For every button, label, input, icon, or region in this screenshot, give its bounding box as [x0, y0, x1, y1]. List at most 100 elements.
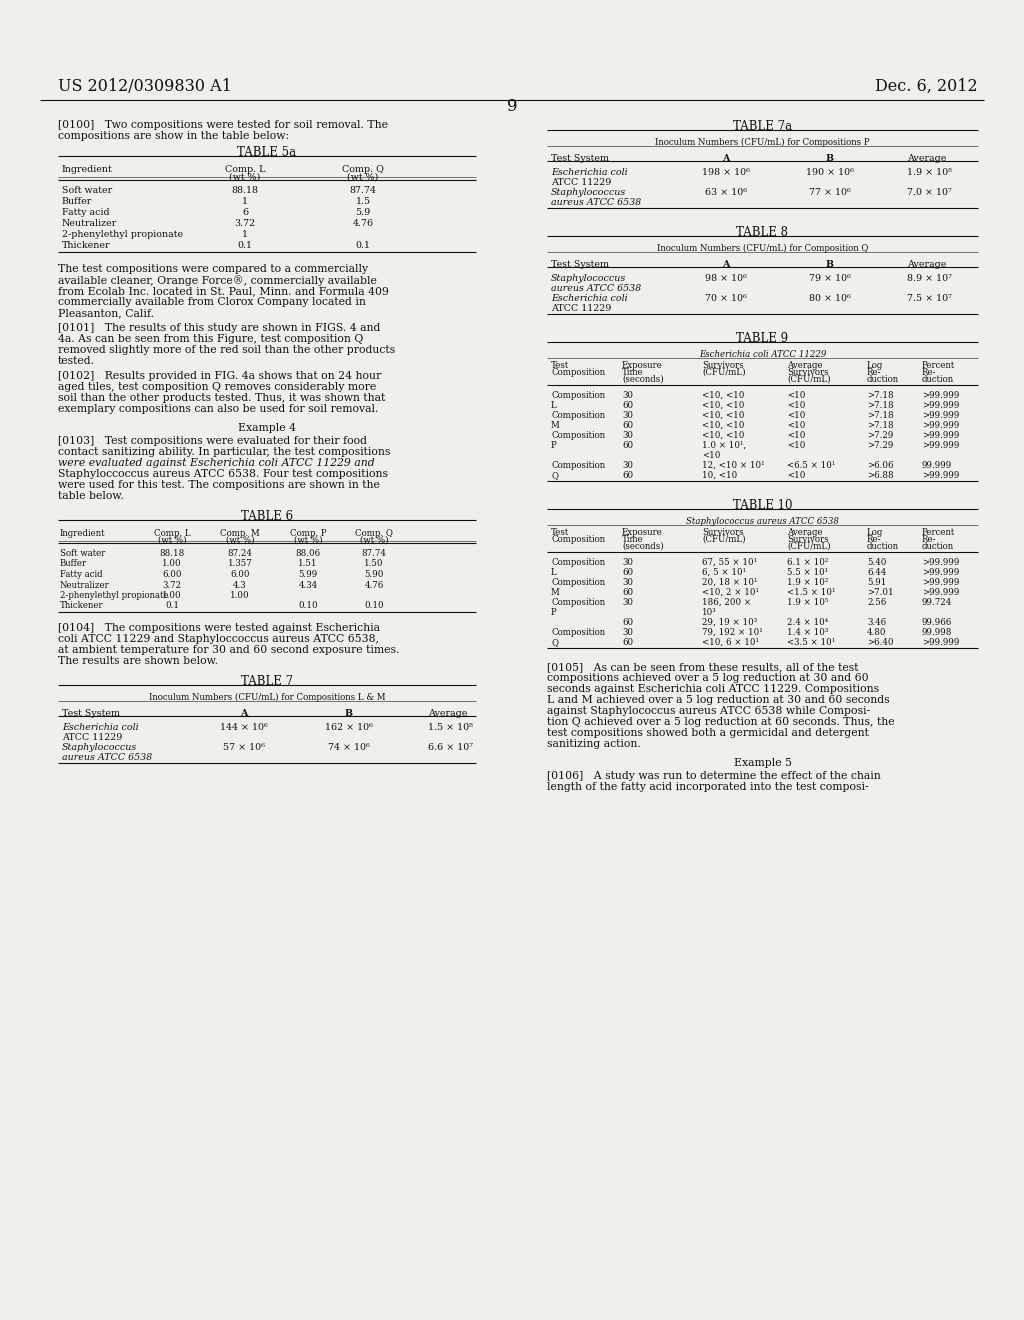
- Text: Soft water: Soft water: [60, 549, 105, 558]
- Text: 9: 9: [507, 98, 517, 115]
- Text: (CFU/mL): (CFU/mL): [787, 543, 830, 550]
- Text: aureus ATCC 6538: aureus ATCC 6538: [551, 284, 641, 293]
- Text: 4.76: 4.76: [352, 219, 374, 228]
- Text: 87.74: 87.74: [361, 549, 386, 558]
- Text: <10: <10: [702, 451, 720, 459]
- Text: duction: duction: [922, 543, 954, 550]
- Text: Escherichia coli: Escherichia coli: [551, 168, 628, 177]
- Text: 162 × 10⁶: 162 × 10⁶: [325, 723, 373, 733]
- Text: Staphylococcus: Staphylococcus: [551, 275, 627, 282]
- Text: 190 × 10⁶: 190 × 10⁶: [806, 168, 854, 177]
- Text: 144 × 10⁶: 144 × 10⁶: [220, 723, 268, 733]
- Text: US 2012/0309830 A1: US 2012/0309830 A1: [58, 78, 231, 95]
- Text: 4.34: 4.34: [298, 581, 317, 590]
- Text: 1.00: 1.00: [162, 560, 182, 569]
- Text: 1.00: 1.00: [162, 591, 182, 601]
- Text: Test System: Test System: [551, 260, 609, 269]
- Text: Q: Q: [551, 471, 558, 480]
- Text: (wt %): (wt %): [225, 536, 254, 545]
- Text: 1.51: 1.51: [298, 560, 317, 569]
- Text: [0103]   Test compositions were evaluated for their food: [0103] Test compositions were evaluated …: [58, 436, 367, 446]
- Text: (wt %): (wt %): [229, 173, 261, 182]
- Text: [0102]   Results provided in FIG. 4a shows that on 24 hour: [0102] Results provided in FIG. 4a shows…: [58, 371, 381, 381]
- Text: >99.999: >99.999: [922, 471, 959, 480]
- Text: Composition: Composition: [551, 578, 605, 587]
- Text: 6.00: 6.00: [230, 570, 250, 579]
- Text: Escherichia coli ATCC 11229: Escherichia coli ATCC 11229: [698, 350, 826, 359]
- Text: 5.99: 5.99: [298, 570, 317, 579]
- Text: 60: 60: [622, 401, 633, 411]
- Text: <10: <10: [787, 411, 805, 420]
- Text: (CFU/mL): (CFU/mL): [702, 535, 745, 544]
- Text: Buffer: Buffer: [60, 560, 87, 569]
- Text: Staphylococcus: Staphylococcus: [551, 187, 627, 197]
- Text: Comp. M: Comp. M: [220, 529, 260, 539]
- Text: TABLE 9: TABLE 9: [736, 333, 788, 345]
- Text: <10: <10: [787, 391, 805, 400]
- Text: 6.44: 6.44: [867, 568, 886, 577]
- Text: Inoculum Numbers (CFU/mL) for Compositions P: Inoculum Numbers (CFU/mL) for Compositio…: [655, 139, 869, 147]
- Text: 0.10: 0.10: [298, 602, 317, 610]
- Text: Q: Q: [551, 638, 558, 647]
- Text: A: A: [722, 260, 730, 269]
- Text: Test System: Test System: [551, 154, 609, 162]
- Text: 6.6 × 10⁷: 6.6 × 10⁷: [428, 743, 473, 752]
- Text: 99.998: 99.998: [922, 628, 952, 638]
- Text: <10: <10: [787, 421, 805, 430]
- Text: Average: Average: [787, 360, 822, 370]
- Text: Test: Test: [551, 360, 569, 370]
- Text: tested.: tested.: [58, 356, 95, 366]
- Text: 30: 30: [622, 598, 633, 607]
- Text: M: M: [551, 421, 560, 430]
- Text: Log: Log: [867, 528, 884, 537]
- Text: P: P: [551, 609, 557, 616]
- Text: Composition: Composition: [551, 461, 605, 470]
- Text: Ingredient: Ingredient: [62, 165, 113, 174]
- Text: test compositions showed both a germicidal and detergent: test compositions showed both a germicid…: [547, 729, 869, 738]
- Text: [0105]   As can be seen from these results, all of the test: [0105] As can be seen from these results…: [547, 663, 858, 672]
- Text: 74 × 10⁶: 74 × 10⁶: [328, 743, 370, 752]
- Text: The test compositions were compared to a commercially: The test compositions were compared to a…: [58, 264, 368, 275]
- Text: L: L: [551, 568, 557, 577]
- Text: 1.9 × 10⁵: 1.9 × 10⁵: [787, 598, 828, 607]
- Text: tion Q achieved over a 5 log reduction at 60 seconds. Thus, the: tion Q achieved over a 5 log reduction a…: [547, 717, 895, 727]
- Text: 99.999: 99.999: [922, 461, 952, 470]
- Text: 20, 18 × 10¹: 20, 18 × 10¹: [702, 578, 758, 587]
- Text: Composition: Composition: [551, 391, 605, 400]
- Text: Survivors: Survivors: [702, 528, 743, 537]
- Text: 99.966: 99.966: [922, 618, 952, 627]
- Text: length of the fatty acid incorporated into the test composi-: length of the fatty acid incorporated in…: [547, 781, 868, 792]
- Text: >99.999: >99.999: [922, 391, 959, 400]
- Text: >6.40: >6.40: [867, 638, 894, 647]
- Text: Composition: Composition: [551, 535, 605, 544]
- Text: Test: Test: [551, 528, 569, 537]
- Text: 186, 200 ×: 186, 200 ×: [702, 598, 752, 607]
- Text: 80 × 10⁶: 80 × 10⁶: [809, 294, 851, 304]
- Text: 12, <10 × 10¹: 12, <10 × 10¹: [702, 461, 765, 470]
- Text: Escherichia coli: Escherichia coli: [62, 723, 138, 733]
- Text: soil than the other products tested. Thus, it was shown that: soil than the other products tested. Thu…: [58, 393, 385, 403]
- Text: Neutralizer: Neutralizer: [60, 581, 110, 590]
- Text: (wt %): (wt %): [347, 173, 379, 182]
- Text: 63 × 10⁶: 63 × 10⁶: [705, 187, 746, 197]
- Text: >7.29: >7.29: [867, 441, 893, 450]
- Text: 6.00: 6.00: [162, 570, 181, 579]
- Text: 70 × 10⁶: 70 × 10⁶: [706, 294, 746, 304]
- Text: 60: 60: [622, 568, 633, 577]
- Text: (wt %): (wt %): [294, 536, 323, 545]
- Text: [0104]   The compositions were tested against Escherichia: [0104] The compositions were tested agai…: [58, 623, 380, 634]
- Text: 1.5: 1.5: [355, 197, 371, 206]
- Text: sanitizing action.: sanitizing action.: [547, 739, 641, 748]
- Text: >99.999: >99.999: [922, 638, 959, 647]
- Text: Composition: Composition: [551, 628, 605, 638]
- Text: <10: <10: [787, 401, 805, 411]
- Text: >99.999: >99.999: [922, 568, 959, 577]
- Text: <10, <10: <10, <10: [702, 391, 744, 400]
- Text: 79 × 10⁶: 79 × 10⁶: [809, 275, 851, 282]
- Text: Example 5: Example 5: [733, 758, 792, 768]
- Text: at ambient temperature for 30 and 60 second exposure times.: at ambient temperature for 30 and 60 sec…: [58, 645, 399, 655]
- Text: 4.76: 4.76: [365, 581, 384, 590]
- Text: M: M: [551, 587, 560, 597]
- Text: duction: duction: [867, 375, 899, 384]
- Text: 0.1: 0.1: [355, 242, 371, 249]
